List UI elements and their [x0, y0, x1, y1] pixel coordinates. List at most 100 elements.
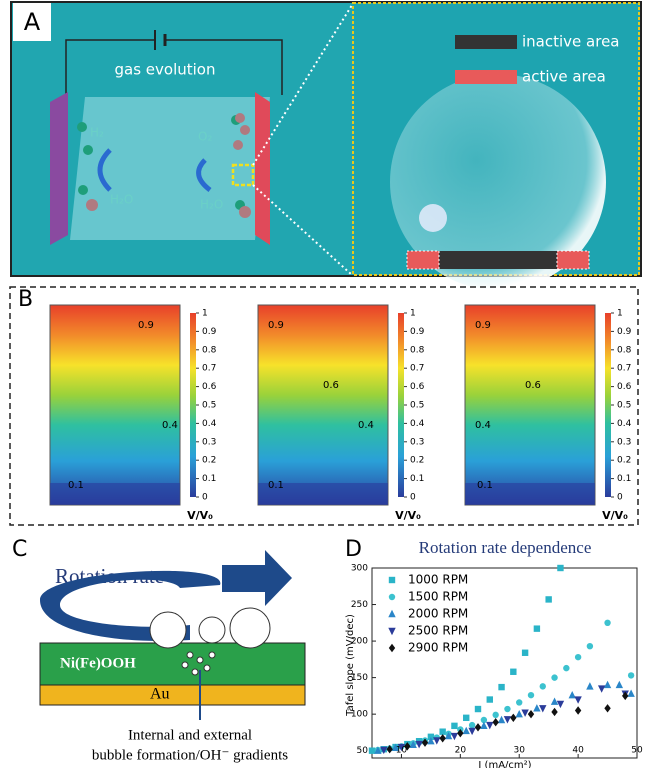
- colorbar-tick-label: 0.1: [410, 474, 424, 484]
- contour-label: 0.9: [268, 320, 284, 331]
- colorbar-label: V/V₀: [187, 509, 213, 522]
- colorbar-tick-label: 0: [410, 493, 416, 503]
- panel-label: D: [345, 537, 362, 562]
- x-tick-label: 40: [572, 746, 584, 756]
- colorbar-tick-label: 0.1: [617, 474, 631, 484]
- electrode-right: [255, 92, 270, 245]
- x-axis-label: J (mA/cm²): [477, 760, 531, 768]
- panel-b: B 0.9 0.4 0.1 0 0.1 0.2 0.3 0.4 0.5 0.6 0.7 0.8 0.9 1…: [10, 287, 638, 525]
- colorbar-tick-label: 0.8: [617, 345, 632, 355]
- page: { "panel_a": { "label": "A", "gas_text":…: [0, 0, 645, 768]
- caption: bubble formation/OH⁻ gradients: [92, 747, 288, 763]
- y-tick-label: 250: [351, 600, 368, 610]
- h2-text: H₂: [90, 126, 104, 140]
- y-tick-label: 200: [351, 637, 368, 647]
- point: [534, 625, 540, 631]
- legend-label: 1000 RPM: [408, 573, 468, 587]
- active-strip: [557, 251, 589, 269]
- colorbar: [190, 313, 196, 497]
- point: [463, 715, 469, 721]
- y-tick-label: 150: [351, 673, 368, 683]
- contour-label: 0.4: [358, 420, 374, 431]
- layer-au: [40, 685, 305, 705]
- contour-label: 0.6: [525, 380, 541, 391]
- colorbar-label: V/V₀: [395, 509, 421, 522]
- panel-a: A gas evolution H₂ H₂O O₂ H₂O inactive a…: [11, 2, 641, 290]
- colorbar-tick-label: 0: [617, 493, 623, 503]
- colorbar-tick-label: 0.5: [410, 401, 424, 411]
- h2o-text: H₂O: [200, 198, 223, 212]
- y-tick-label: 100: [351, 710, 368, 720]
- y-tick-label: 50: [357, 746, 369, 756]
- contour-label: 0.4: [475, 420, 491, 431]
- colorbar-tick-label: 0.2: [410, 456, 424, 466]
- gas-text: gas evolution: [115, 61, 216, 79]
- legend-label: 2000 RPM: [408, 607, 468, 621]
- colorbar: [398, 313, 404, 497]
- o2-text: O₂: [198, 130, 212, 144]
- contour-label: 0.1: [477, 480, 493, 491]
- x-tick-label: 30: [513, 746, 525, 756]
- colorbar-tick-label: 0.9: [410, 327, 425, 337]
- colorbar-tick-label: 0.4: [617, 419, 632, 429]
- point: [557, 565, 563, 571]
- panel-label: C: [12, 537, 27, 562]
- colorbar-tick-label: 0.6: [410, 382, 425, 392]
- legend-label: 2500 RPM: [408, 624, 468, 638]
- point: [528, 692, 534, 698]
- potential-map: [258, 305, 388, 505]
- colorbar-tick-label: 0.9: [617, 327, 632, 337]
- legend-swatch: [455, 70, 517, 84]
- colorbar-tick-label: 0.1: [202, 474, 216, 484]
- point: [492, 712, 498, 718]
- figure: A gas evolution H₂ H₂O O₂ H₂O inactive a…: [0, 0, 645, 768]
- panel-label: B: [18, 287, 33, 312]
- legend-label: 2900 RPM: [408, 641, 468, 655]
- point: [510, 669, 516, 675]
- colorbar-tick-label: 0.5: [617, 401, 631, 411]
- contour-label: 0.9: [475, 320, 491, 331]
- electrode-left: [50, 92, 68, 245]
- maps: 0.9 0.4 0.1 0 0.1 0.2 0.3 0.4 0.5 0.6 0.7 0.8 0.9 1 V/…: [50, 305, 632, 522]
- colorbar-tick-label: 0.3: [410, 437, 424, 447]
- colorbar-tick-label: 0: [202, 493, 208, 503]
- legend-label: 1500 RPM: [408, 590, 468, 604]
- point: [551, 674, 557, 680]
- h2o-text: H₂O: [110, 193, 133, 207]
- legend-label: inactive area: [522, 33, 620, 51]
- point: [522, 650, 528, 656]
- point: [475, 706, 481, 712]
- x-tick-label: 50: [631, 746, 643, 756]
- contour-label: 0.6: [323, 380, 339, 391]
- colorbar: [605, 313, 611, 497]
- panel-c: C Rotation rate Ni(Fe)OOH Au Internal an…: [12, 537, 305, 763]
- layer-label: Ni(Fe)OOH: [60, 655, 136, 671]
- point: [469, 722, 475, 728]
- x-tick-label: 10: [396, 746, 408, 756]
- point: [516, 699, 522, 705]
- potential-map: [465, 305, 595, 505]
- layer-label: Au: [150, 686, 170, 703]
- y-tick-label: 300: [351, 564, 368, 574]
- y-axis-label: Tafel slope (mV/dec): [345, 614, 356, 717]
- colorbar-tick-label: 0.7: [410, 364, 424, 374]
- colorbar-tick-label: 0.7: [617, 364, 631, 374]
- legend-marker: [389, 594, 395, 600]
- colorbar-tick-label: 0.9: [202, 327, 217, 337]
- colorbar-tick-label: 0.3: [202, 437, 216, 447]
- point: [628, 672, 634, 678]
- point: [545, 596, 551, 602]
- x-tick-label: 20: [455, 746, 467, 756]
- contour-label: 0.1: [68, 480, 84, 491]
- colorbar-tick-label: 1: [410, 309, 416, 319]
- potential-map: [50, 305, 180, 505]
- chart-title: Rotation rate dependence: [419, 538, 592, 557]
- colorbar-tick-label: 0.2: [202, 456, 216, 466]
- contour-label: 0.4: [162, 420, 178, 431]
- panel-label: A: [24, 8, 41, 36]
- point: [487, 696, 493, 702]
- colorbar-tick-label: 0.8: [202, 345, 217, 355]
- panel-d: D Rotation rate dependence Tafel slope (…: [345, 537, 643, 768]
- point: [575, 654, 581, 660]
- point: [498, 684, 504, 690]
